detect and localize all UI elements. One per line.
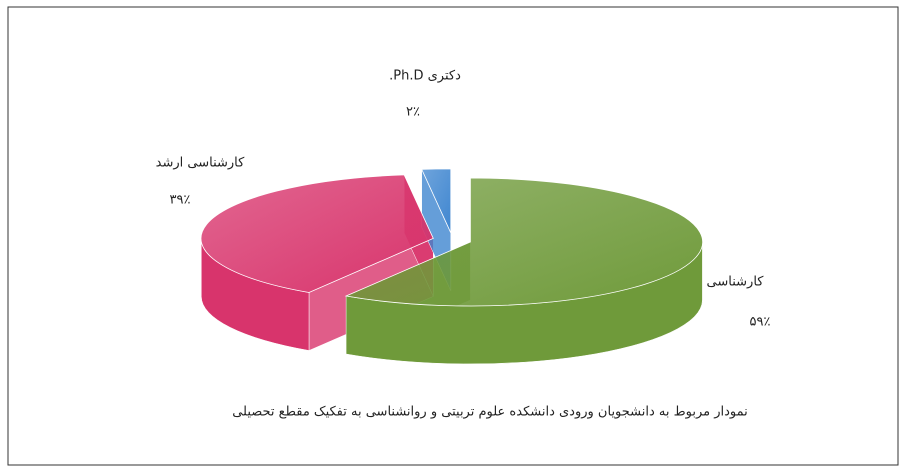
value-label: ۳۹٪ <box>170 193 191 208</box>
slice <box>421 168 452 233</box>
frame <box>7 6 899 466</box>
value-label: ۲٪ <box>406 105 420 120</box>
slice-label: کارشناسی ارشد <box>156 156 245 171</box>
slice <box>200 174 434 293</box>
slice-label: دکتری Ph.D. <box>389 69 461 84</box>
chart-caption: نمودار مربوط به دانشجویان ورودی دانشکده … <box>232 405 748 420</box>
slice-label: کارشناسی <box>707 275 765 290</box>
value-label: ۵۹٪ <box>750 315 771 330</box>
slice <box>344 177 704 307</box>
